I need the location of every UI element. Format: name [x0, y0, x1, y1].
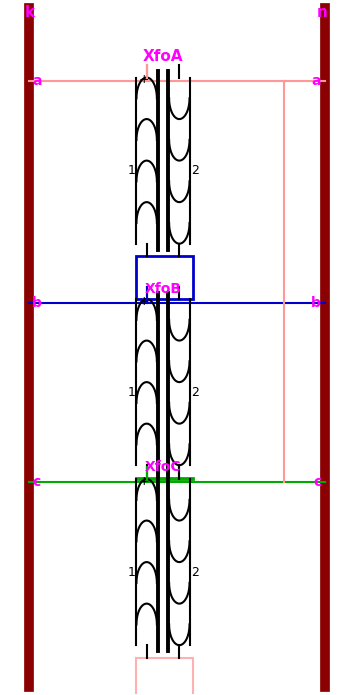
Text: a: a [312, 74, 321, 88]
Text: +: + [138, 73, 149, 86]
Text: 2: 2 [191, 386, 199, 399]
Text: n: n [317, 5, 328, 20]
Text: 1: 1 [127, 566, 135, 579]
Text: 1: 1 [127, 165, 135, 177]
Text: 2: 2 [191, 566, 199, 579]
Text: 2: 2 [191, 165, 199, 177]
Text: XfoA: XfoA [143, 49, 183, 64]
Text: k: k [25, 5, 35, 20]
Text: c: c [313, 475, 321, 489]
Text: a: a [32, 74, 42, 88]
Text: c: c [32, 475, 40, 489]
Text: +: + [138, 295, 149, 308]
Text: XfoC: XfoC [145, 460, 181, 474]
Text: 1: 1 [127, 386, 135, 399]
Text: +: + [138, 475, 149, 488]
Text: b: b [311, 295, 321, 309]
Text: XfoB: XfoB [144, 281, 181, 295]
Text: b: b [32, 295, 42, 309]
